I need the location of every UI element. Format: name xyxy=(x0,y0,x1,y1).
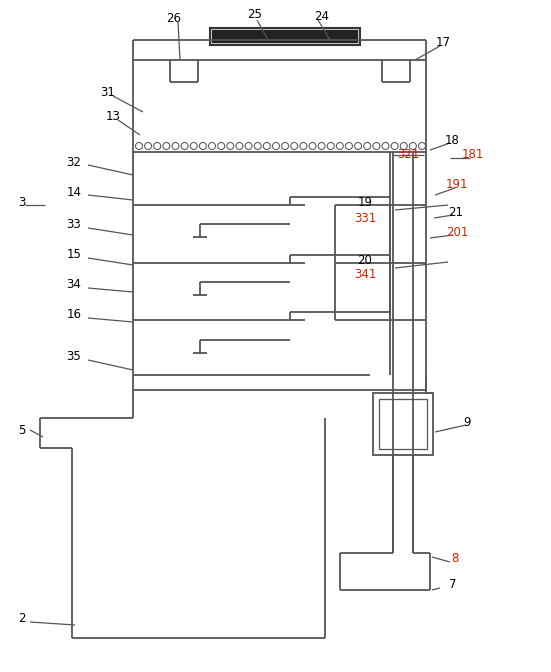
Text: 191: 191 xyxy=(446,179,468,192)
Text: 34: 34 xyxy=(67,278,82,292)
Text: 32: 32 xyxy=(67,155,82,169)
Text: 321: 321 xyxy=(397,149,419,161)
Text: 19: 19 xyxy=(358,196,372,208)
Text: 3: 3 xyxy=(18,196,26,208)
Text: 15: 15 xyxy=(67,249,82,261)
Text: 7: 7 xyxy=(449,579,457,591)
Text: 9: 9 xyxy=(463,415,471,429)
Text: 341: 341 xyxy=(354,269,376,282)
Text: 21: 21 xyxy=(449,206,463,218)
Text: 13: 13 xyxy=(106,110,121,122)
Text: 2: 2 xyxy=(18,612,26,624)
Text: 24: 24 xyxy=(315,9,329,22)
Text: 16: 16 xyxy=(67,308,82,321)
Text: 26: 26 xyxy=(166,11,181,24)
Text: 17: 17 xyxy=(435,36,451,50)
Text: 18: 18 xyxy=(445,134,460,146)
Bar xyxy=(210,28,360,45)
Text: 331: 331 xyxy=(354,212,376,224)
Text: 8: 8 xyxy=(451,552,458,564)
Text: 31: 31 xyxy=(101,87,116,99)
Text: 25: 25 xyxy=(247,7,262,21)
Text: 181: 181 xyxy=(462,149,484,161)
Bar xyxy=(373,393,433,455)
Bar xyxy=(212,30,358,43)
Text: 33: 33 xyxy=(67,218,82,231)
Text: 35: 35 xyxy=(67,351,82,364)
Text: 14: 14 xyxy=(67,185,82,198)
Text: 5: 5 xyxy=(18,423,26,437)
Text: 201: 201 xyxy=(446,226,468,239)
Text: 20: 20 xyxy=(358,253,372,267)
Bar xyxy=(379,399,427,449)
